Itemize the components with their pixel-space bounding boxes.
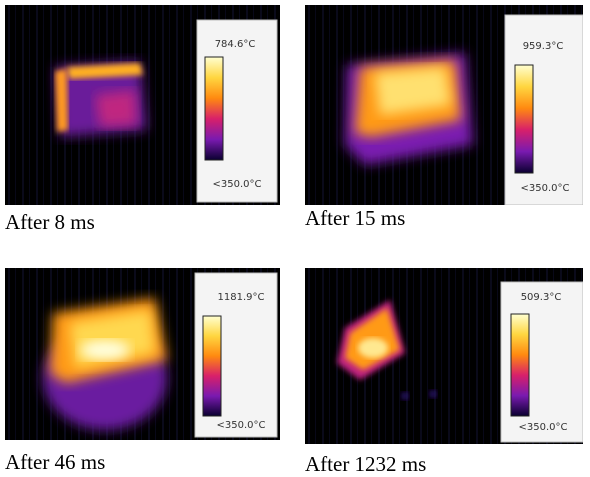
- caption: After 46 ms: [5, 450, 106, 474]
- max-label: 959.3°C: [523, 41, 564, 52]
- min-label: <350.0°C: [519, 422, 568, 433]
- thermal-image: 509.3°C <350.0°C: [305, 268, 583, 444]
- min-label: <350.0°C: [521, 183, 570, 194]
- thermal-image: 959.3°C <350.0°C: [305, 5, 583, 205]
- caption: After 15 ms: [305, 206, 406, 230]
- thermal-image: 1181.9°C <350.0°C: [5, 268, 280, 440]
- max-label: 784.6°C: [215, 39, 256, 50]
- caption: After 1232 ms: [305, 452, 427, 476]
- max-label: 1181.9°C: [218, 292, 265, 303]
- max-label: 509.3°C: [521, 292, 562, 303]
- min-label: <350.0°C: [213, 179, 262, 190]
- caption: After 8 ms: [5, 210, 95, 234]
- min-label: <350.0°C: [217, 420, 266, 431]
- thermal-image: 784.6°C <350.0°C: [5, 5, 280, 205]
